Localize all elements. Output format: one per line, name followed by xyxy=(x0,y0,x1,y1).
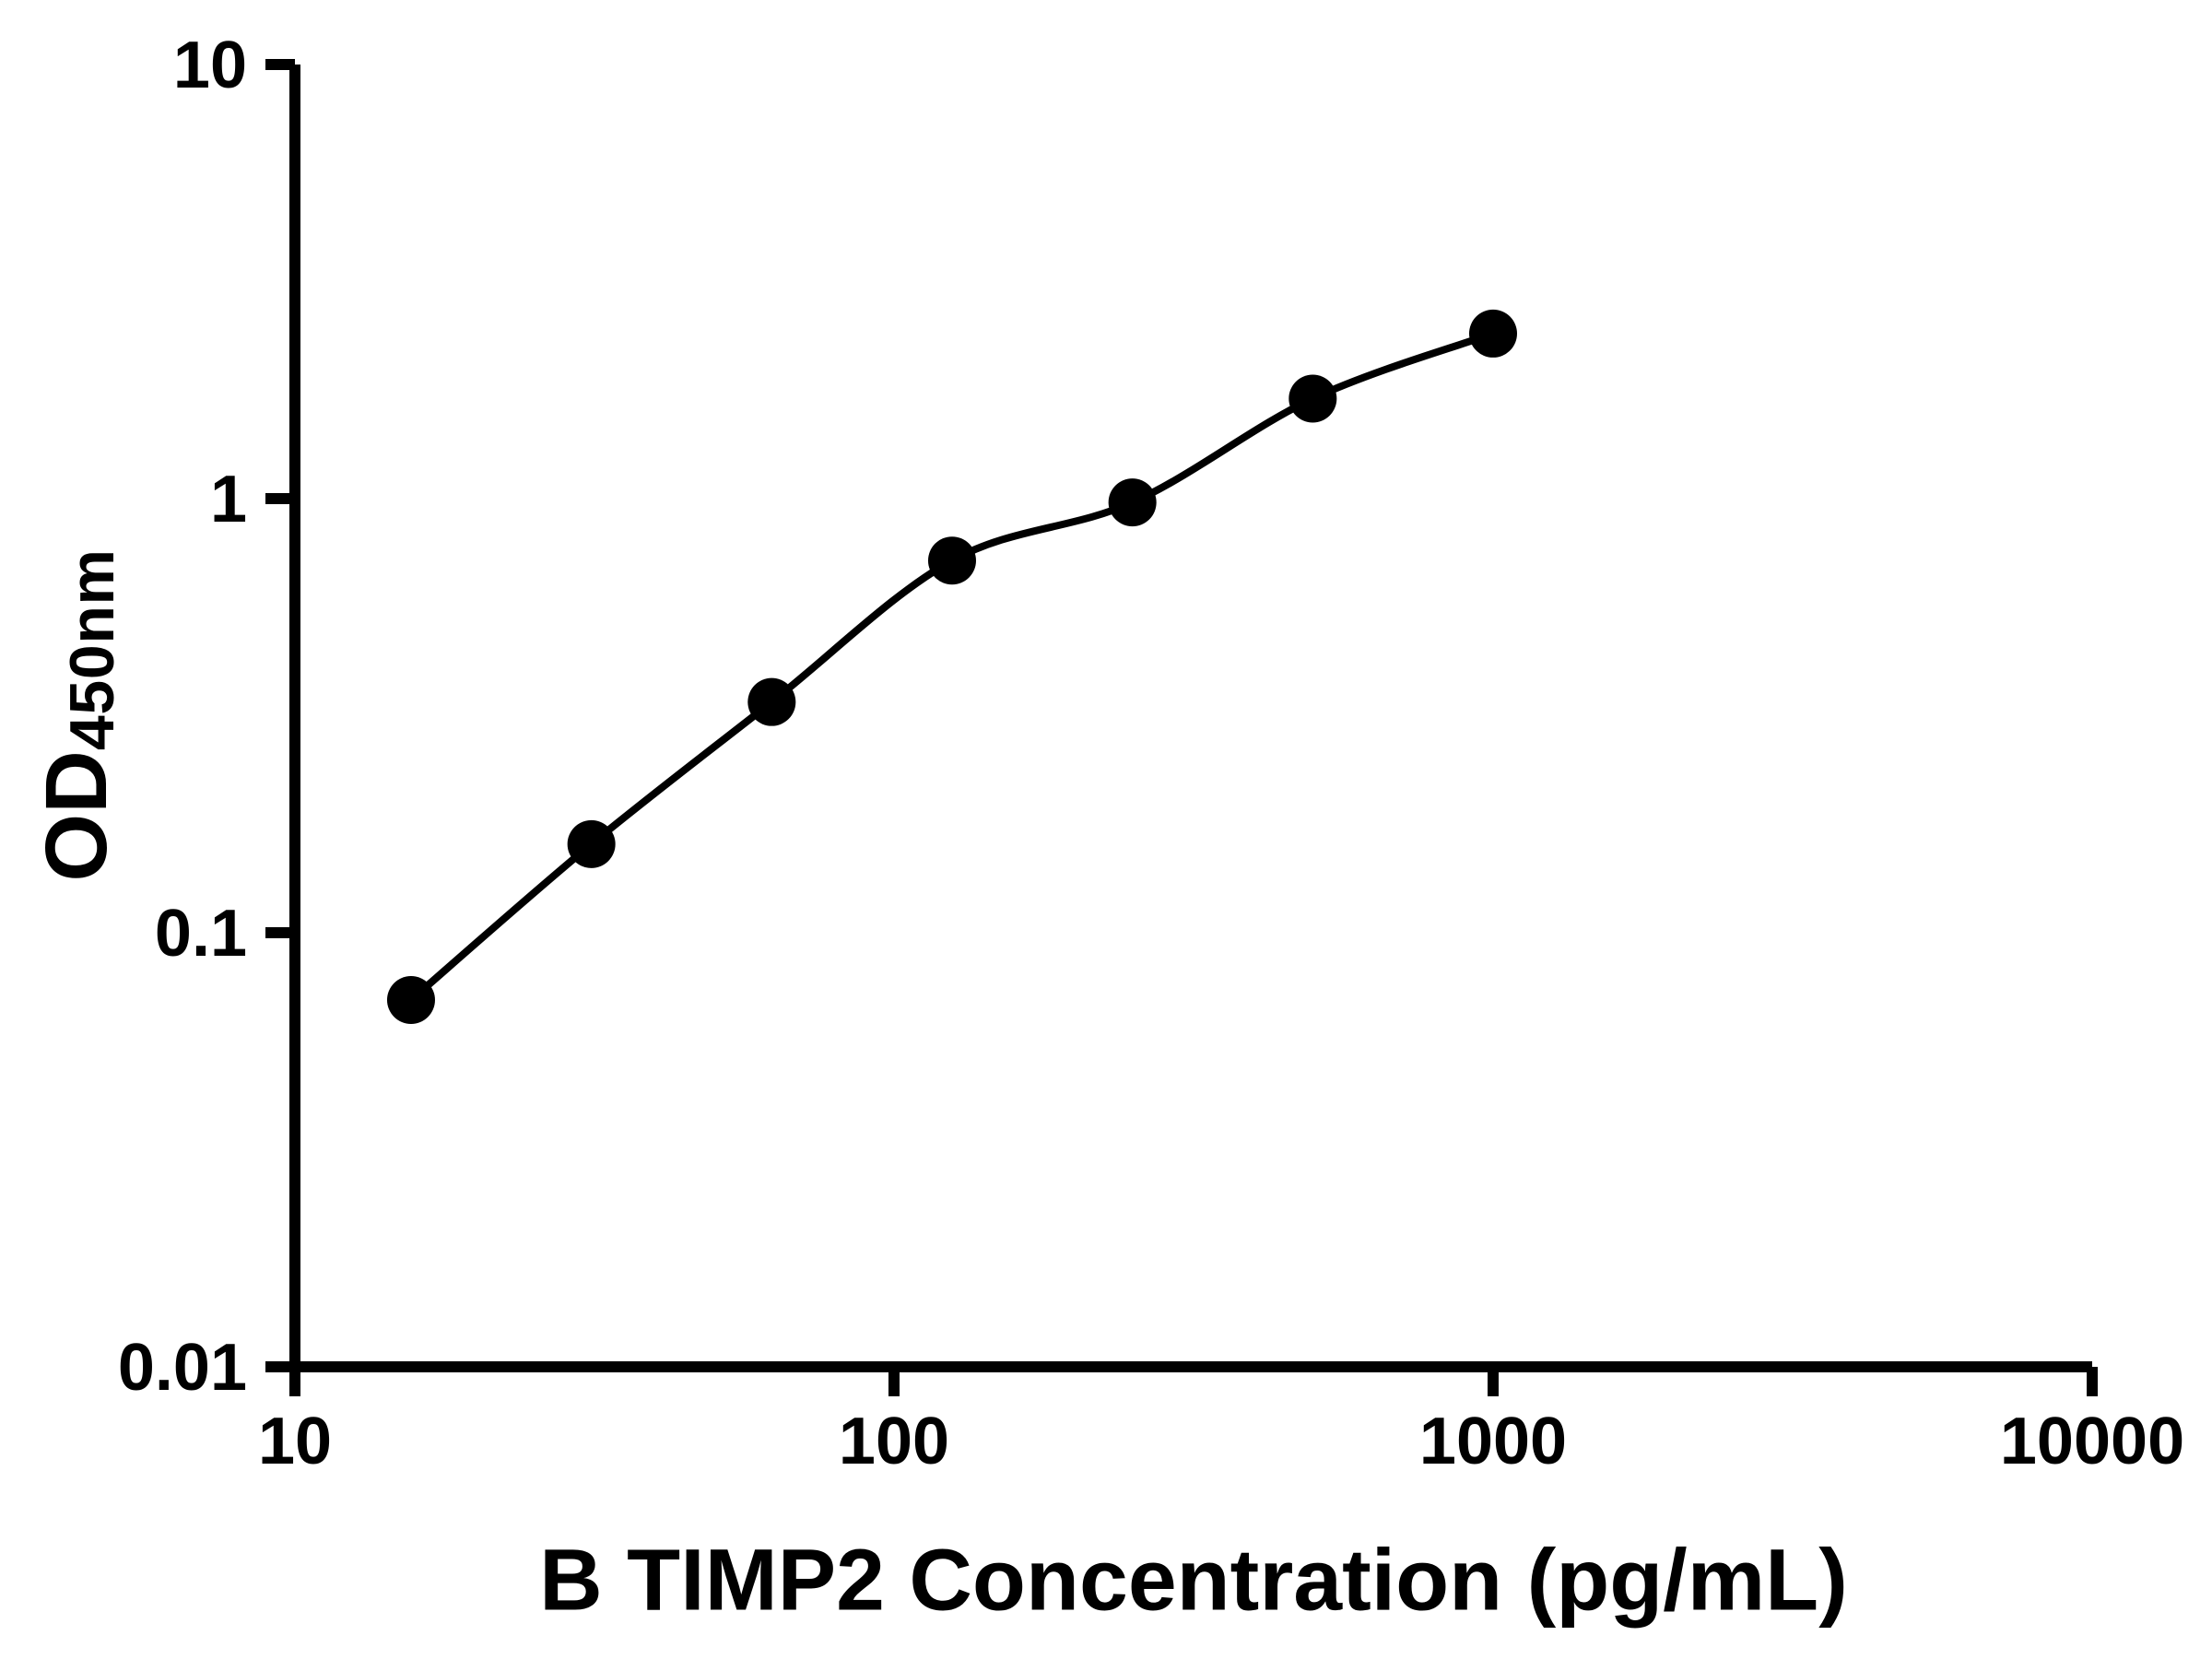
y-axis-tick-label: 10 xyxy=(173,29,247,102)
data-point-marker xyxy=(567,819,616,868)
data-point-marker xyxy=(1469,309,1517,358)
data-point-marker xyxy=(386,975,435,1024)
y-axis-title-subscript: 450nm xyxy=(57,548,128,751)
x-axis-tick-label: 10000 xyxy=(2000,1405,2184,1478)
x-axis-tick-label: 100 xyxy=(839,1405,949,1478)
y-axis-tick-label: 0.1 xyxy=(155,897,247,971)
y-axis-title-main: OD xyxy=(27,750,125,882)
x-axis-tick-label: 10 xyxy=(258,1405,332,1478)
y-axis-tick-label: 1 xyxy=(210,463,247,536)
x-axis-title: B TIMP2 Concentration (pg/mL) xyxy=(539,1531,1848,1630)
y-axis-title: OD450nm xyxy=(28,548,128,881)
y-axis-tick-label: 0.01 xyxy=(118,1331,247,1405)
data-point-marker xyxy=(747,677,796,726)
data-point-marker xyxy=(1108,478,1157,527)
data-point-marker xyxy=(1288,374,1337,423)
standard-curve-line xyxy=(408,330,1495,1003)
x-axis-tick-label: 1000 xyxy=(1419,1405,1567,1478)
data-point-marker xyxy=(927,536,976,585)
